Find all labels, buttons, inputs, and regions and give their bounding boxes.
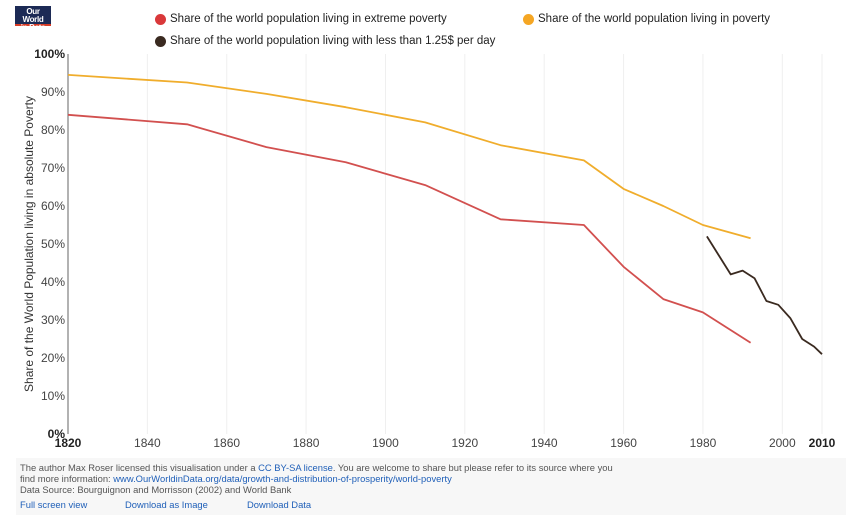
data-point[interactable] [263, 144, 269, 150]
download-as-image-link[interactable]: Download as Image [125, 499, 208, 510]
data-point[interactable] [811, 344, 817, 350]
x-tick-label: 1860 [213, 436, 240, 450]
full-screen-view-link[interactable]: Full screen view [20, 499, 88, 510]
y-tick-label: 40% [41, 275, 65, 289]
legend-dot-icon [155, 35, 166, 47]
y-tick-label: 20% [41, 351, 65, 365]
y-tick-label: 10% [41, 389, 65, 403]
data-source-text: Data Source: Bourguignon and Morrisson (… [20, 484, 292, 495]
our-world-in-data-logo[interactable]: Our World in Data [15, 6, 51, 32]
data-point[interactable] [700, 309, 706, 315]
y-tick-label: 90% [41, 85, 65, 99]
data-point[interactable] [740, 268, 746, 274]
series-lines [65, 72, 825, 357]
license-text-pre: The author Max Roser licensed this visua… [20, 462, 259, 473]
x-tick-label: 1820 [55, 436, 82, 450]
data-point[interactable] [343, 159, 349, 165]
x-tick-label: 1840 [134, 436, 161, 450]
x-tick-label: 1880 [293, 436, 320, 450]
data-point[interactable] [184, 121, 190, 127]
x-tick-label: 1940 [531, 436, 558, 450]
y-tick-label: 0% [48, 427, 66, 441]
y-tick-label: 100% [34, 47, 65, 61]
legend-label: Share of the world population living in … [538, 13, 771, 25]
data-point[interactable] [498, 216, 504, 222]
data-point[interactable] [660, 296, 666, 302]
y-axis-title: Share of the World Population living in … [22, 96, 36, 392]
license-text: The author Max Roser licensed this visua… [20, 462, 613, 473]
data-point[interactable] [498, 142, 504, 148]
y-tick-label: 50% [41, 237, 65, 251]
data-point[interactable] [819, 351, 825, 357]
data-point[interactable] [799, 336, 805, 342]
data-point[interactable] [343, 104, 349, 110]
data-point[interactable] [581, 157, 587, 163]
data-point[interactable] [621, 186, 627, 192]
y-tick-label: 60% [41, 199, 65, 213]
legend-item-extreme-poverty[interactable]: Share of the world population living in … [155, 13, 447, 25]
data-point[interactable] [728, 271, 734, 277]
data-point[interactable] [65, 72, 71, 78]
x-tick-label: 1960 [610, 436, 637, 450]
data-point[interactable] [581, 222, 587, 228]
source-info-text: find more information: www.OurWorldinDat… [20, 473, 452, 484]
source-info-pre: find more information: [20, 473, 114, 484]
data-point[interactable] [621, 264, 627, 270]
x-axis-ticks: 1820 1840 1860 1880 1900 1920 1940 1960 1980 2000… [55, 436, 836, 450]
data-point[interactable] [763, 298, 769, 304]
y-tick-label: 30% [41, 313, 65, 327]
data-point[interactable] [748, 340, 754, 346]
legend-dot-icon [155, 13, 166, 25]
y-tick-label: 70% [41, 161, 65, 175]
legend-label: Share of the world population living wit… [170, 35, 496, 47]
y-tick-label: 80% [41, 123, 65, 137]
license-text-post: . You are welcome to share but please re… [332, 462, 613, 473]
x-tick-label: 2000 [769, 436, 796, 450]
logo-line-1: Our World [22, 7, 44, 24]
data-point[interactable] [65, 112, 71, 118]
x-tick-label: 1980 [690, 436, 717, 450]
legend-item-poverty[interactable]: Share of the world population living in … [523, 13, 770, 25]
data-point[interactable] [704, 233, 710, 239]
data-point[interactable] [184, 80, 190, 86]
legend-label: Share of the world population living in … [170, 13, 447, 25]
x-tick-label: 1920 [451, 436, 478, 450]
data-point[interactable] [422, 119, 428, 125]
data-point[interactable] [700, 222, 706, 228]
legend-item-less-than-1-25-per-day[interactable]: Share of the world population living wit… [155, 35, 495, 47]
download-data-link[interactable]: Download Data [247, 499, 312, 510]
series-line-2[interactable] [706, 235, 823, 355]
line-chart: 0%10%20%30%40%50%60%70%80%90%100% 1820 18… [22, 47, 836, 450]
logo-line-2: in Data [20, 23, 46, 32]
data-point[interactable] [660, 203, 666, 209]
gridlines [146, 54, 823, 434]
license-link[interactable]: CC BY-SA license [258, 462, 333, 473]
series-line-0[interactable] [67, 113, 752, 344]
footer-panel: The author Max Roser licensed this visua… [16, 458, 846, 515]
y-axis-ticks: 0% 10% 20% 30% 40% 50% 60% 70% 80% 90% 100% [34, 47, 65, 441]
source-url-link[interactable]: www.OurWorldinData.org/data/growth-and-d… [113, 473, 452, 484]
legend-dot-icon [523, 13, 534, 25]
x-tick-label: 1900 [372, 436, 399, 450]
data-point[interactable] [263, 91, 269, 97]
data-point[interactable] [716, 252, 722, 258]
data-point[interactable] [752, 275, 758, 281]
series-line-1[interactable] [67, 74, 751, 240]
data-point[interactable] [787, 315, 793, 321]
data-point[interactable] [775, 302, 781, 308]
data-point[interactable] [748, 235, 754, 241]
data-point[interactable] [422, 182, 428, 188]
x-tick-label: 2010 [809, 436, 836, 450]
